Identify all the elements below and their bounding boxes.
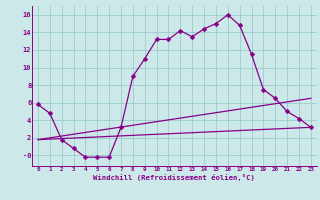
X-axis label: Windchill (Refroidissement éolien,°C): Windchill (Refroidissement éolien,°C) [93, 174, 255, 181]
